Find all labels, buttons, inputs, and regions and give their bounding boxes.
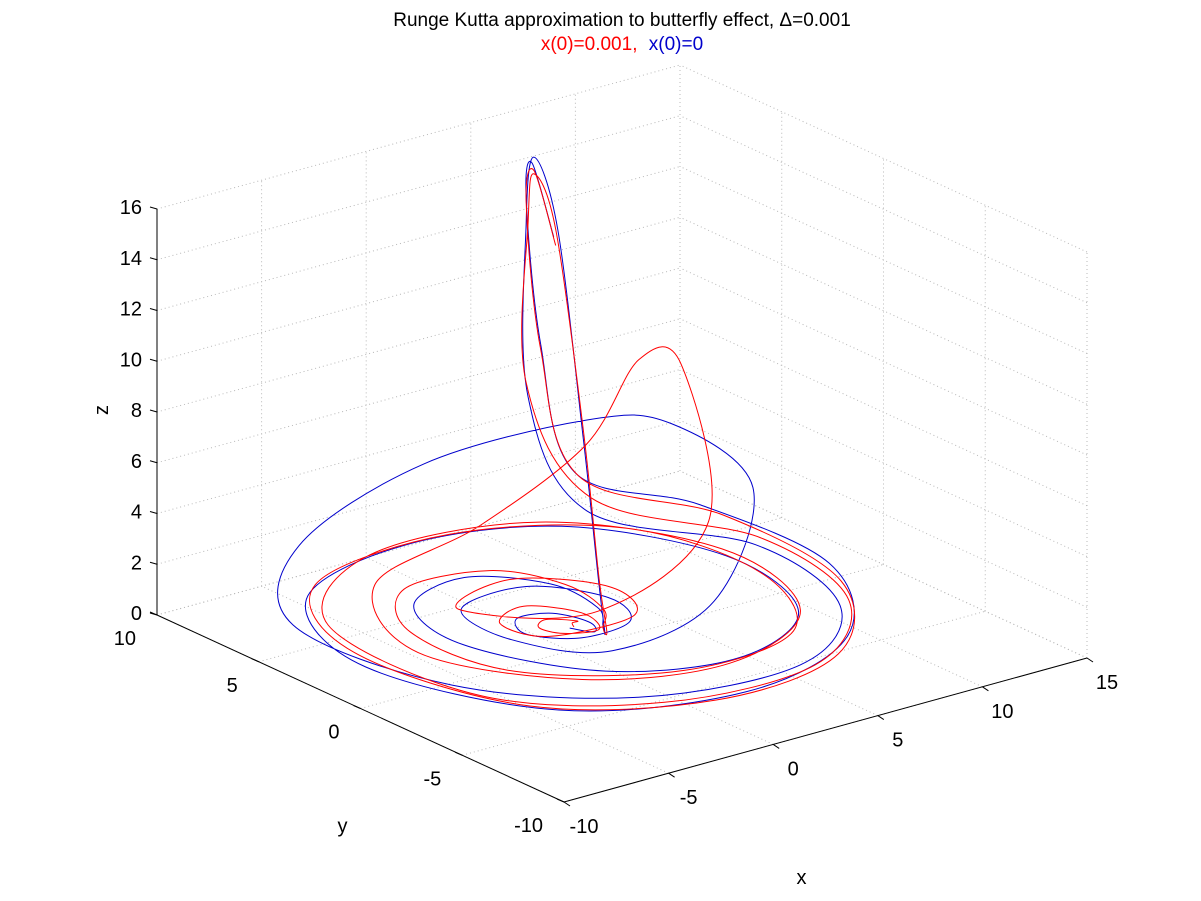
x-tick-label: 10: [991, 701, 1013, 723]
series-layer: [277, 156, 856, 712]
y-tick-label: -10: [514, 815, 543, 837]
grid-line-wall-y-horz: [156, 470, 681, 616]
chart-title: Runge Kutta approximation to butterfly e…: [393, 10, 851, 31]
grid-line-wall-y-horz: [156, 419, 681, 565]
x-tick-label: 5: [892, 730, 903, 752]
y-tick-label: 5: [227, 675, 238, 697]
y-tick: [556, 798, 565, 803]
z-tick: [149, 358, 158, 362]
series-line-x-0-0: [277, 156, 855, 712]
grid-line-floor-y: [258, 517, 782, 663]
y-axis-label: y: [338, 816, 348, 838]
grid-line-wall-y-horz: [156, 369, 681, 514]
x-tick-label: -10: [570, 816, 599, 838]
z-tick-label: 6: [131, 451, 142, 473]
x-tick-label: 15: [1096, 672, 1118, 694]
z-tick: [149, 409, 158, 413]
y-tick-label: 10: [114, 628, 136, 650]
grid-line-wall-y-horz: [156, 267, 681, 413]
grid-line-floor-y: [462, 610, 986, 756]
subtitle-blue-series: x(0)=0: [649, 34, 703, 55]
y-tick-label: -5: [423, 768, 441, 790]
z-tick: [149, 308, 158, 311]
grid-line-floor-y: [360, 564, 884, 709]
x-tick: [772, 743, 780, 749]
chart-subtitle: x(0)=0.001, x(0)=0: [541, 34, 703, 55]
z-tick: [149, 612, 158, 616]
z-tick: [149, 257, 158, 261]
grid-line-wall-x-horz: [679, 115, 1088, 304]
x-axis-line: [563, 657, 1088, 803]
z-tick-label: 10: [120, 349, 142, 371]
x-tick: [877, 715, 885, 721]
grid-layer: [156, 64, 1088, 803]
grid-line-wall-y-horz: [156, 115, 681, 261]
z-tick-label: 4: [131, 502, 142, 524]
z-tick-label: 8: [131, 400, 142, 422]
y-tick: [353, 705, 361, 709]
grid-line-wall-y-horz: [156, 318, 681, 464]
z-tick-label: 2: [131, 552, 142, 574]
labels-layer: -10 -5 0 5 10 15 -10 -5 0 5 10 0 2 4 6 8 10 12 14 16 x y z: [91, 197, 1118, 889]
grid-line-floor-x: [470, 528, 879, 717]
z-tick: [149, 460, 158, 464]
z-tick-label: 14: [120, 248, 142, 270]
y-tick: [455, 751, 463, 756]
z-tick: [149, 561, 158, 565]
grid-line-floor-y: [156, 470, 681, 616]
z-tick-label: 16: [120, 197, 142, 219]
z-tick-label: 12: [120, 299, 142, 321]
x-tick: [668, 772, 675, 778]
x-tick-label: 0: [788, 758, 799, 780]
y-tick: [251, 658, 259, 663]
series-line-x-0-0-001: [309, 168, 856, 711]
z-tick-label: 0: [131, 603, 142, 625]
grid-line-wall-y-horz: [156, 64, 681, 210]
subtitle-red-series: x(0)=0.001,: [541, 34, 638, 55]
axes-layer: [149, 206, 1094, 807]
y-tick-label: 0: [328, 722, 339, 744]
x-axis-label: x: [797, 867, 807, 889]
z-tick: [149, 206, 158, 210]
x-tick-label: -5: [680, 787, 698, 809]
z-axis-label: z: [91, 405, 113, 415]
grid-line-wall-y-horz: [156, 166, 681, 311]
grid-line-wall-y-horz: [156, 216, 681, 362]
x-tick: [982, 686, 989, 692]
x-tick: [563, 801, 571, 807]
x-tick: [1086, 657, 1094, 663]
z-tick: [149, 511, 158, 514]
grid-line-floor-x: [575, 499, 983, 688]
